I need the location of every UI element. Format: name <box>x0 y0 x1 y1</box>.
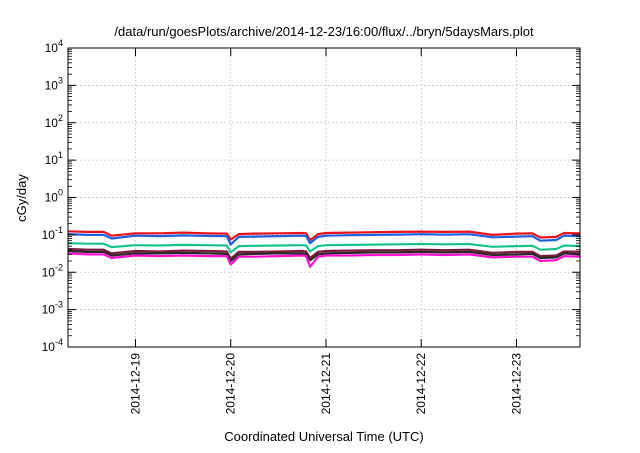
series-line <box>67 252 581 268</box>
y-tick-label: 103 <box>45 75 63 92</box>
y-tick-label: 10-4 <box>42 337 63 354</box>
series-line <box>67 247 581 260</box>
y-tick-label: 10-2 <box>42 262 63 279</box>
y-tick-label: 100 <box>45 188 63 205</box>
series-line <box>67 242 581 254</box>
series-line <box>67 230 581 242</box>
y-tick-labels: 10-4 10-3 10-2 10-1 100 101 102 103 104 <box>42 38 63 354</box>
y-tick-label: 10-1 <box>42 225 63 242</box>
chart-title: /data/run/goesPlots/archive/2014-12-23/1… <box>114 24 534 39</box>
series-line <box>67 233 581 246</box>
tick-layer <box>68 47 580 348</box>
series-layer <box>67 230 581 268</box>
y-tick-label: 102 <box>45 113 63 130</box>
x-tick-label: 2014-12-19 <box>128 353 142 415</box>
y-tick-label: 101 <box>45 150 63 167</box>
x-tick-label: 2014-12-21 <box>319 353 333 415</box>
y-axis-title: cGy/day <box>14 174 29 222</box>
x-tick-label: 2014-12-22 <box>414 353 428 415</box>
x-tick-label: 2014-12-23 <box>509 353 523 415</box>
x-axis-title: Coordinated Universal Time (UTC) <box>224 429 423 444</box>
series-line <box>67 249 581 263</box>
y-tick-label: 104 <box>45 38 63 55</box>
x-tick-labels: 2014-12-19 2014-12-20 2014-12-21 2014-12-22… <box>128 353 523 415</box>
grid-layer <box>68 48 580 347</box>
y-tick-label: 10-3 <box>42 300 63 317</box>
x-tick-label: 2014-12-20 <box>224 353 238 415</box>
